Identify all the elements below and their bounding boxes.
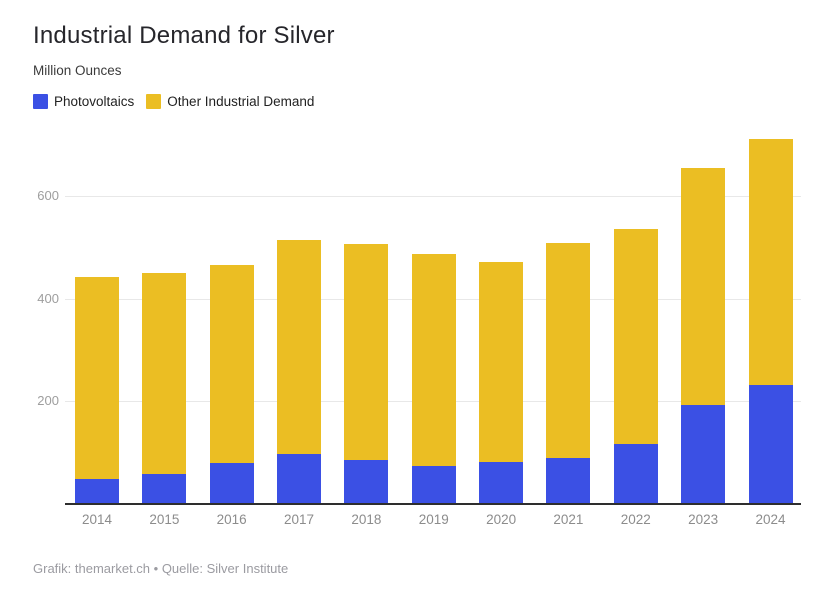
x-axis-label-2018: 2018 [351, 512, 382, 527]
bar-segment-photovoltaics-2023 [681, 404, 726, 504]
legend-swatch-photovoltaics [33, 94, 48, 109]
bar-segment-other-industrial-2015 [142, 273, 187, 475]
bar-segment-photovoltaics-2014 [75, 479, 119, 504]
legend-item-photovoltaics: Photovoltaics [33, 94, 134, 109]
y-tick-label-400: 400 [37, 290, 59, 306]
bar-segment-other-industrial-2022 [613, 229, 658, 445]
legend-label-other-industrial: Other Industrial Demand [167, 94, 315, 109]
bar-segment-other-industrial-2020 [479, 262, 524, 463]
legend-item-other-industrial: Other Industrial Demand [146, 94, 314, 109]
x-axis-label-2019: 2019 [418, 512, 449, 527]
bar-segment-other-industrial-2023 [681, 168, 726, 405]
y-tick-label-200: 200 [37, 393, 59, 409]
bar-segment-photovoltaics-2018 [344, 459, 389, 504]
bar-segment-photovoltaics-2015 [142, 474, 187, 504]
x-axis-line [65, 503, 801, 505]
chart-title: Industrial Demand for Silver [33, 22, 335, 49]
source-credit: Grafik: themarket.ch • Quelle: Silver In… [33, 561, 289, 576]
bar-segment-other-industrial-2014 [75, 277, 119, 480]
x-axis-label-2017: 2017 [284, 512, 315, 527]
bar-segment-other-industrial-2024 [748, 139, 793, 386]
bar-segment-other-industrial-2021 [546, 242, 591, 459]
bar-segment-other-industrial-2018 [344, 244, 389, 460]
bar-segment-other-industrial-2017 [277, 240, 322, 454]
legend-swatch-other-industrial [146, 94, 162, 109]
x-axis-label-2021: 2021 [553, 512, 584, 527]
x-axis-label-2024: 2024 [755, 512, 786, 527]
x-axis-label-2016: 2016 [216, 512, 247, 527]
x-axis-label-2023: 2023 [688, 512, 719, 527]
legend-label-photovoltaics: Photovoltaics [54, 94, 135, 109]
bar-segment-other-industrial-2016 [209, 264, 254, 463]
gridline-600 [65, 196, 801, 198]
x-axis-label-2014: 2014 [81, 512, 113, 527]
x-axis-label-2015: 2015 [149, 512, 180, 527]
bar-segment-photovoltaics-2019 [411, 466, 456, 504]
x-axis-label-2020: 2020 [486, 512, 517, 527]
bar-segment-photovoltaics-2017 [277, 453, 322, 504]
bar-segment-photovoltaics-2024 [748, 385, 793, 504]
x-axis-label-2022: 2022 [620, 512, 651, 527]
chart-units-label: Million Ounces [33, 63, 122, 78]
y-tick-label-600: 600 [37, 188, 59, 204]
chart-legend: Photovoltaics Other Industrial Demand [33, 94, 314, 109]
bar-segment-photovoltaics-2022 [613, 444, 658, 504]
bar-segment-photovoltaics-2016 [209, 462, 254, 504]
bar-segment-photovoltaics-2021 [546, 458, 591, 504]
bar-segment-other-industrial-2019 [411, 254, 456, 467]
bar-segment-photovoltaics-2020 [479, 462, 524, 504]
